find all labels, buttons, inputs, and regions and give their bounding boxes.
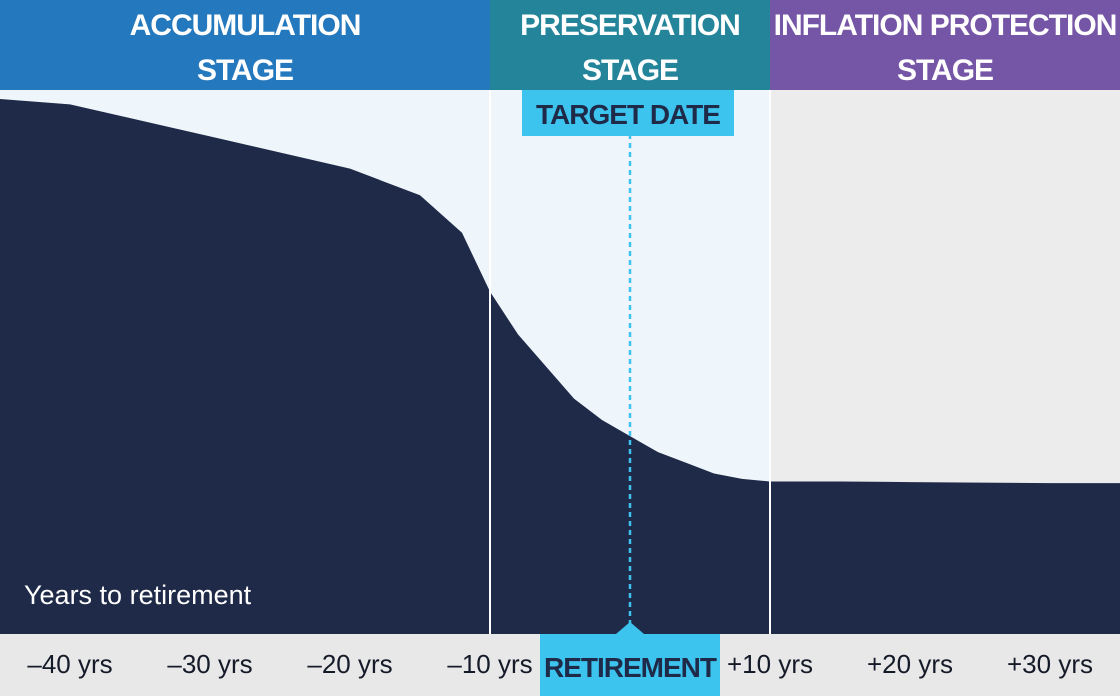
retirement-pointer: [616, 622, 644, 634]
accumulation-header-band: [0, 0, 490, 90]
inflation-header-line2: STAGE: [897, 54, 993, 87]
x-tick-label: –40 yrs: [27, 649, 112, 679]
accumulation-header-line1: ACCUMULATION: [130, 9, 361, 42]
inflation-protection-stage-header: INFLATION PROTECTION STAGE: [770, 0, 1120, 90]
target-date-label: TARGET DATE: [536, 99, 720, 130]
x-tick-label: –30 yrs: [167, 649, 252, 679]
preservation-header-band: [490, 0, 770, 90]
x-tick-label: +20 yrs: [867, 649, 953, 679]
accumulation-stage-header: ACCUMULATION STAGE: [0, 0, 490, 90]
x-axis-title: Years to retirement: [24, 580, 252, 610]
glide-path-area: [0, 99, 1120, 634]
retirement-label: RETIREMENT: [544, 652, 717, 683]
accumulation-header-line2: STAGE: [197, 54, 293, 87]
preservation-header-line2: STAGE: [582, 54, 678, 87]
x-tick-label: –10 yrs: [447, 649, 532, 679]
preservation-stage-header: PRESERVATION STAGE: [490, 0, 770, 90]
retirement-label-box: [540, 634, 720, 696]
x-tick-label: +10 yrs: [727, 649, 813, 679]
inflation-header-line1: INFLATION PROTECTION: [774, 9, 1117, 42]
target-date-label-box: [522, 90, 734, 136]
x-tick-label: –20 yrs: [307, 649, 392, 679]
x-axis-tick-labels: –40 yrs –30 yrs –20 yrs –10 yrs +10 yrs +20 y…: [27, 649, 1093, 679]
inflation-header-band: [770, 0, 1120, 90]
preservation-header-line1: PRESERVATION: [520, 9, 740, 42]
x-tick-label: +30 yrs: [1007, 649, 1093, 679]
